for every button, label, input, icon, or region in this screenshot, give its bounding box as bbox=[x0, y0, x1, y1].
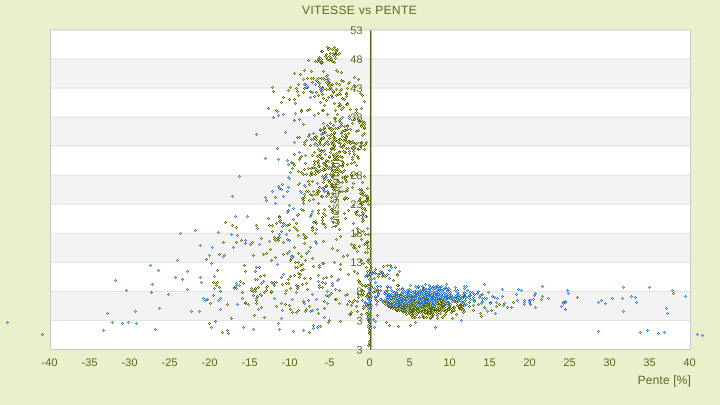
svg-text:38: 38 bbox=[350, 112, 362, 124]
svg-text:-5: -5 bbox=[325, 357, 335, 369]
svg-text:3: 3 bbox=[356, 344, 362, 356]
svg-text:-20: -20 bbox=[202, 357, 218, 369]
svg-text:15: 15 bbox=[483, 357, 495, 369]
svg-text:48: 48 bbox=[350, 54, 362, 66]
svg-text:-15: -15 bbox=[242, 357, 258, 369]
svg-text:-40: -40 bbox=[42, 357, 58, 369]
svg-text:40: 40 bbox=[683, 357, 695, 369]
svg-text:0: 0 bbox=[366, 357, 372, 369]
svg-text:53: 53 bbox=[350, 25, 362, 37]
svg-text:43: 43 bbox=[350, 83, 362, 95]
svg-text:10: 10 bbox=[443, 357, 455, 369]
svg-text:-10: -10 bbox=[282, 357, 298, 369]
svg-text:28: 28 bbox=[350, 170, 362, 182]
svg-text:23: 23 bbox=[350, 199, 362, 211]
svg-text:5: 5 bbox=[406, 357, 412, 369]
svg-text:8: 8 bbox=[356, 286, 362, 298]
svg-text:VITESSE vs PENTE: VITESSE vs PENTE bbox=[302, 3, 417, 17]
svg-text:18: 18 bbox=[350, 228, 362, 240]
svg-text:25: 25 bbox=[563, 357, 575, 369]
svg-text:-25: -25 bbox=[162, 357, 178, 369]
svg-text:Pente [%]: Pente [%] bbox=[638, 373, 691, 387]
svg-text:-30: -30 bbox=[122, 357, 138, 369]
svg-text:30: 30 bbox=[603, 357, 615, 369]
svg-text:3: 3 bbox=[356, 315, 362, 327]
svg-text:20: 20 bbox=[523, 357, 535, 369]
svg-text:-35: -35 bbox=[82, 357, 98, 369]
svg-text:13: 13 bbox=[350, 257, 362, 269]
svg-text:Vitesse [km/h]: Vitesse [km/h] bbox=[330, 159, 342, 228]
svg-text:35: 35 bbox=[643, 357, 655, 369]
svg-text:33: 33 bbox=[350, 141, 362, 153]
